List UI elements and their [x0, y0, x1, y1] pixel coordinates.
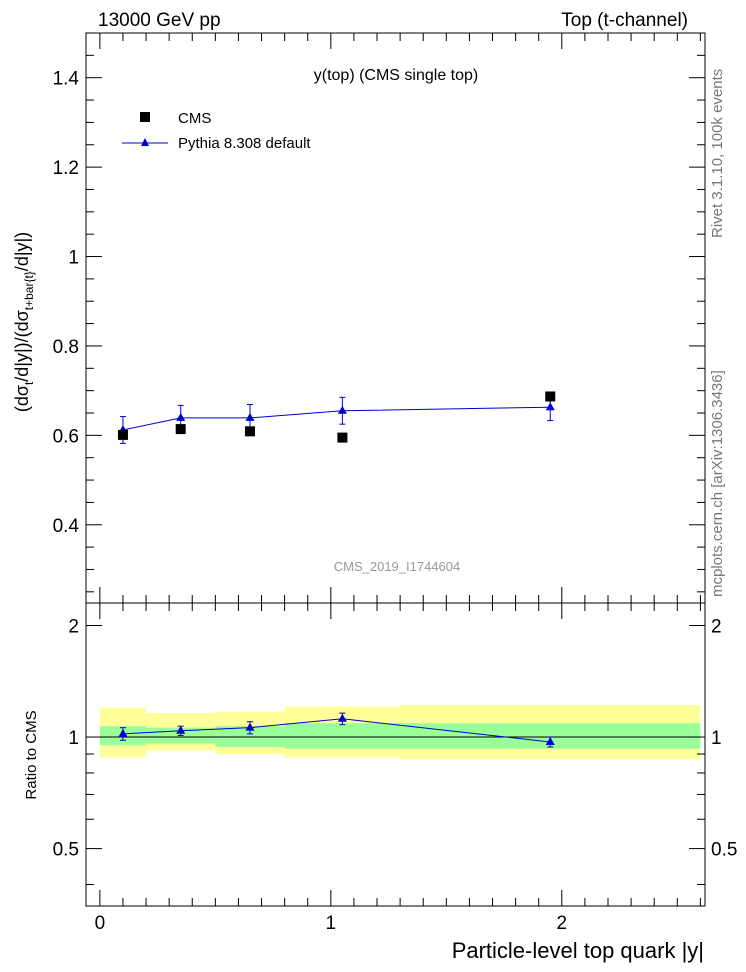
header-left: 13000 GeV pp [98, 10, 221, 31]
watermark: CMS_2019_I1744604 [334, 559, 461, 574]
legend-label-pythia: Pythia 8.308 default [178, 135, 311, 152]
pythia-point [545, 402, 555, 411]
y-tick-label: 0.8 [53, 337, 79, 358]
side-label-rivet: Rivet 3.1.10, 100k events [709, 69, 726, 238]
y-tick-label: 1 [68, 248, 79, 269]
cms-point [175, 424, 186, 435]
ratio-y-tick-label-right: 0.5 [711, 840, 737, 861]
cms-point [117, 429, 128, 440]
ratio-y-tick-label-right: 1 [711, 728, 722, 749]
ratio-plot-panel: 0.5 0.5 1 1 2 2 0 1 2 Ratio to CMS Particle-leve… [23, 602, 737, 963]
y-tick-label: 0.6 [53, 426, 79, 447]
ratio-pythia-point [118, 728, 128, 737]
ratio-pythia-point [245, 722, 255, 731]
ratio-y-tick-label-left: 1 [68, 728, 79, 749]
plot-title: y(top) (CMS single top) [314, 67, 479, 84]
ratio-pythia-point [176, 725, 186, 734]
legend-marker-cms [140, 112, 150, 122]
y-tick-label: 1.4 [53, 69, 80, 90]
cms-point [337, 432, 348, 443]
x-tick-label: 0 [95, 913, 106, 934]
x-axis-label: Particle-level top quark |y| [452, 938, 704, 963]
ratio-y-tick-label-left: 2 [68, 616, 79, 637]
pythia-point [176, 412, 186, 421]
ratio-y-tick-label-left: 0.5 [53, 840, 79, 861]
y-tick-label: 0.4 [53, 516, 80, 537]
pythia-line [122, 406, 551, 431]
legend-label-cms: CMS [178, 110, 211, 127]
ratio-pythia-point [337, 713, 347, 722]
pythia-point [245, 412, 255, 421]
y-axis-label-main: (dσt/d|y|)/(dσt+bar{t}/d|y|) [12, 232, 36, 412]
y-axis-label-ratio: Ratio to CMS [23, 710, 40, 799]
legend-marker-pythia [141, 138, 149, 146]
side-label-mcplots: mcplots.cern.ch [arXiv:1306.3436] [709, 370, 726, 597]
ratio-pythia-point [545, 736, 555, 745]
x-tick-label: 2 [557, 913, 568, 934]
ratio-band-inner [284, 723, 401, 749]
header-right: Top (t-channel) [561, 10, 688, 31]
ratio-y-tick-label-right: 2 [711, 616, 722, 637]
cms-point [244, 426, 255, 437]
x-tick-label: 1 [326, 913, 337, 934]
legend: CMS Pythia 8.308 default [122, 110, 311, 152]
cms-point [545, 391, 556, 402]
y-tick-label: 1.2 [53, 158, 79, 179]
main-plot-panel: 0.4 0.6 0.8 1 1.2 1.4 y(top) (CMS single top)… [12, 32, 706, 604]
pythia-point [337, 405, 347, 414]
